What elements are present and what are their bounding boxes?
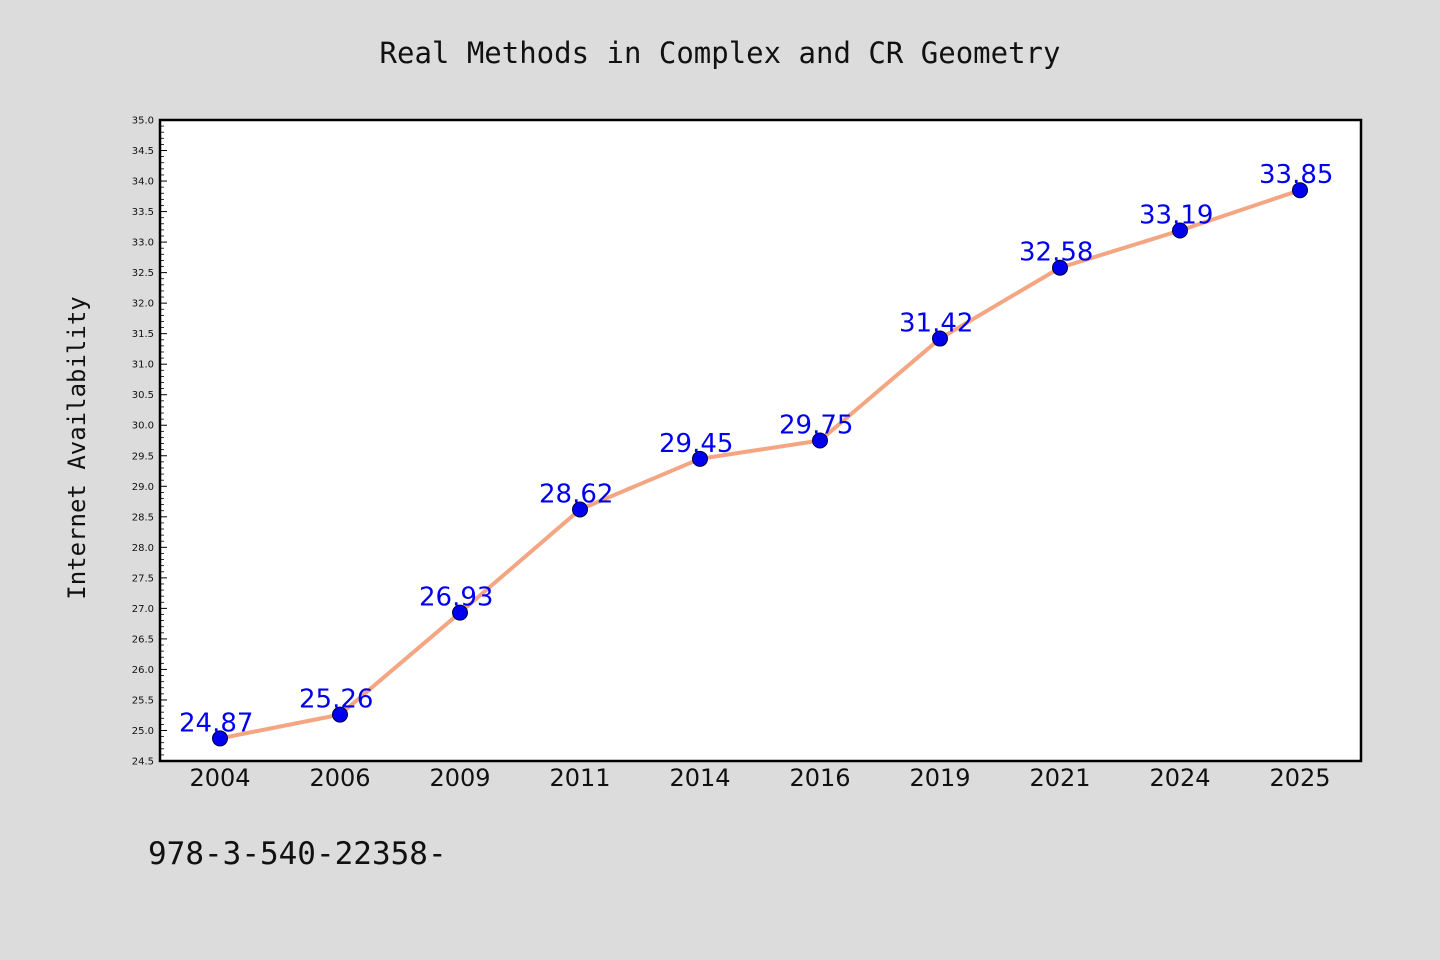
series-markers xyxy=(212,182,1308,747)
data-point-marker xyxy=(572,501,588,518)
data-label: 31.42 xyxy=(899,309,973,339)
data-labels: 24.87 25.26 26.93 28.62 29.45 29.75 31.42 32.58… xyxy=(179,160,1333,738)
y-tick-label: 32.0 xyxy=(132,299,154,310)
data-point-marker xyxy=(452,604,468,621)
x-tick-label: 2011 xyxy=(549,764,610,792)
y-tick-label: 32.5 xyxy=(132,268,154,279)
data-label: 33.19 xyxy=(1139,200,1213,230)
y-tick-label: 34.5 xyxy=(132,146,154,157)
series-line xyxy=(218,188,1302,741)
data-label: 25.26 xyxy=(299,685,373,715)
data-label: 33.85 xyxy=(1259,160,1333,190)
x-tick-label: 2014 xyxy=(669,764,730,792)
x-tick-label: 2021 xyxy=(1029,764,1090,792)
y-tick-label: 27.5 xyxy=(132,573,154,584)
y-tick-label: 24.5 xyxy=(132,757,154,768)
x-tick-label: 2004 xyxy=(189,764,250,792)
x-tick-label: 2016 xyxy=(789,764,850,792)
chart-title: Real Methods in Complex and CR Geometry xyxy=(380,36,1061,70)
y-tick-label: 27.0 xyxy=(132,604,154,615)
data-label: 29.45 xyxy=(659,429,733,459)
y-tick-label: 28.5 xyxy=(132,512,154,523)
y-tick-label: 28.0 xyxy=(132,543,154,554)
y-tick-label: 29.0 xyxy=(132,482,154,493)
data-point-marker xyxy=(332,706,348,723)
data-label: 32.58 xyxy=(1019,238,1093,268)
x-axis-ticks: 2004 2006 2009 2011 2014 2016 2019 2021 2024 2025 xyxy=(189,764,1330,792)
data-point-marker xyxy=(212,730,228,747)
x-tick-label: 2025 xyxy=(1269,764,1330,792)
data-point-marker xyxy=(932,330,948,347)
data-label: 24.87 xyxy=(179,708,253,738)
data-label: 28.62 xyxy=(539,479,613,509)
x-tick-label: 2006 xyxy=(309,764,370,792)
data-point-marker xyxy=(1052,259,1068,276)
data-point-marker xyxy=(812,432,828,449)
data-label: 29.75 xyxy=(779,411,853,441)
x-tick-label: 2024 xyxy=(1149,764,1210,792)
y-tick-label: 30.0 xyxy=(132,421,154,432)
plot-area xyxy=(158,118,1363,763)
y-tick-label: 25.0 xyxy=(132,726,154,737)
y-tick-label: 26.5 xyxy=(132,634,154,645)
data-point-marker xyxy=(692,450,708,467)
data-point-marker xyxy=(1292,182,1308,199)
y-axis-label: Internet Availability xyxy=(63,296,91,599)
y-tick-label: 30.5 xyxy=(132,390,154,401)
y-tick-label: 33.0 xyxy=(132,238,154,249)
footer-text: 978-3-540-22358- xyxy=(148,836,447,872)
y-tick-label: 29.5 xyxy=(132,451,154,462)
data-label: 26.93 xyxy=(419,583,493,613)
y-tick-label: 35.0 xyxy=(132,116,154,127)
x-tick-label: 2009 xyxy=(429,764,490,792)
y-tick-label: 31.0 xyxy=(132,360,154,371)
y-tick-label: 33.5 xyxy=(132,207,154,218)
y-tick-label: 34.0 xyxy=(132,177,154,188)
data-point-marker xyxy=(1172,222,1188,239)
y-tick-label: 26.0 xyxy=(132,665,154,676)
y-tick-label: 25.5 xyxy=(132,695,154,706)
x-tick-label: 2019 xyxy=(909,764,970,792)
y-axis-ticks: 24.5 25.0 25.5 26.0 26.5 27.0 27.5 28.0 28.5 29.0… xyxy=(132,116,167,768)
y-tick-label: 31.5 xyxy=(132,329,154,340)
